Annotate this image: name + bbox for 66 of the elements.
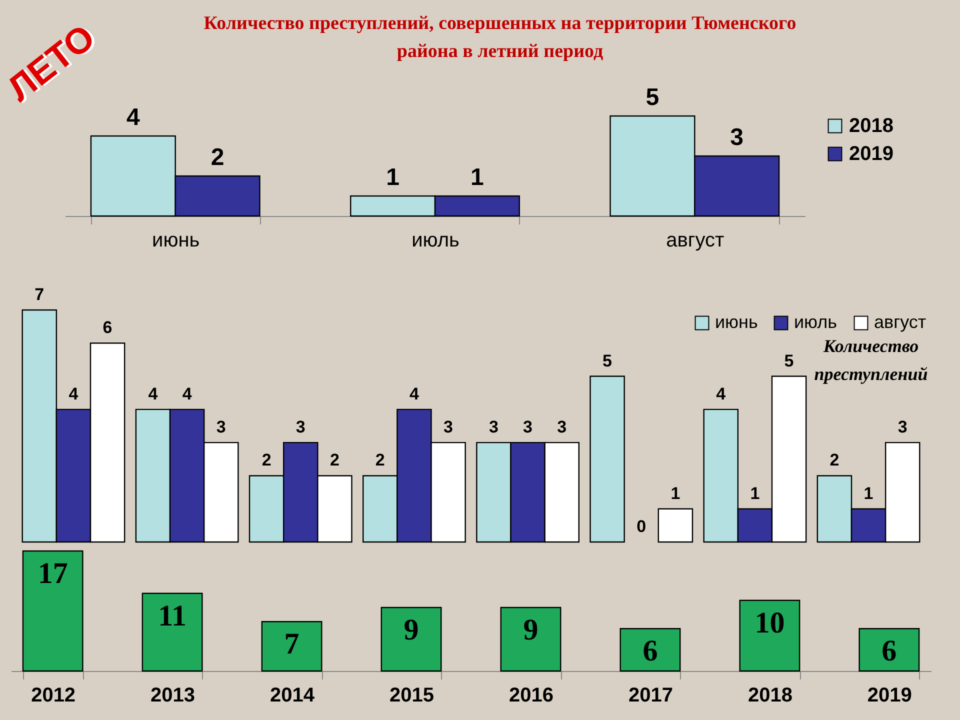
x-tick-label: август [666, 230, 724, 252]
data-label: 6 [882, 634, 897, 668]
x-tick-label: 2015 [390, 684, 434, 706]
data-label: 5 [784, 351, 794, 370]
data-label: 3 [216, 418, 226, 437]
data-label: 1 [670, 484, 680, 503]
data-label: 3 [730, 124, 744, 151]
x-tick-label: 2019 [867, 684, 912, 706]
data-label: 9 [523, 613, 538, 646]
data-label: 4 [716, 384, 726, 404]
data-label: 2 [262, 450, 272, 470]
data-label: 3 [898, 418, 908, 437]
legend-label: июль [794, 312, 838, 332]
data-label: 7 [284, 628, 300, 661]
x-tick-label: 2016 [508, 684, 554, 706]
legend-label: август [874, 312, 926, 332]
bar [620, 628, 681, 672]
data-label: 1 [864, 484, 874, 503]
x-tick-label: июнь [152, 230, 200, 252]
chart-title: Количество преступлений, совершенных на территории Тюменского района в летний период [202, 12, 798, 64]
data-label: 4 [182, 384, 192, 404]
data-label: 4 [409, 384, 420, 404]
legend-label: 2018 [849, 115, 894, 137]
x-tick-label: 2012 [31, 684, 76, 706]
x-tick-label: 2018 [748, 684, 792, 706]
data-label: 1 [470, 164, 484, 191]
data-label: 4 [68, 384, 79, 404]
bar [739, 600, 800, 672]
data-label: 4 [126, 104, 140, 131]
data-label: 2 [210, 144, 224, 171]
bar [500, 606, 562, 672]
x-tick-label: 2017 [628, 684, 673, 706]
data-label: 10 [754, 606, 785, 640]
data-label: 7 [34, 285, 44, 304]
data-label: 3 [523, 418, 533, 437]
x-tick-label: 2013 [150, 684, 196, 706]
data-label: 3 [444, 418, 454, 437]
data-label: 3 [557, 418, 567, 437]
data-label: 17 [38, 557, 68, 590]
bar [590, 376, 625, 543]
data-label: 3 [296, 418, 306, 437]
data-label: 6 [102, 318, 112, 338]
x-tick-label: июль [412, 230, 460, 252]
legend-label: июнь [715, 312, 758, 332]
data-label: 4 [148, 384, 158, 404]
data-label: 2 [330, 450, 340, 470]
data-label: 1 [750, 484, 760, 503]
bar [22, 550, 84, 672]
data-label: 5 [646, 84, 660, 111]
bar [261, 620, 322, 672]
bar [142, 592, 203, 672]
bar [380, 606, 442, 672]
annotation: Количество преступлений [813, 335, 929, 386]
legend-label: 2019 [849, 143, 894, 165]
data-label: 2 [830, 450, 840, 470]
data-label: 11 [158, 599, 186, 632]
data-label: 2 [375, 450, 385, 470]
bar [858, 628, 920, 672]
data-label: 3 [488, 418, 498, 437]
data-label: 9 [404, 613, 419, 646]
data-label: 0 [636, 517, 646, 536]
x-tick-label: 2014 [270, 684, 316, 706]
data-label: 5 [602, 351, 612, 370]
data-label: 6 [642, 634, 658, 668]
bar [658, 508, 694, 543]
data-label: 1 [386, 164, 400, 191]
